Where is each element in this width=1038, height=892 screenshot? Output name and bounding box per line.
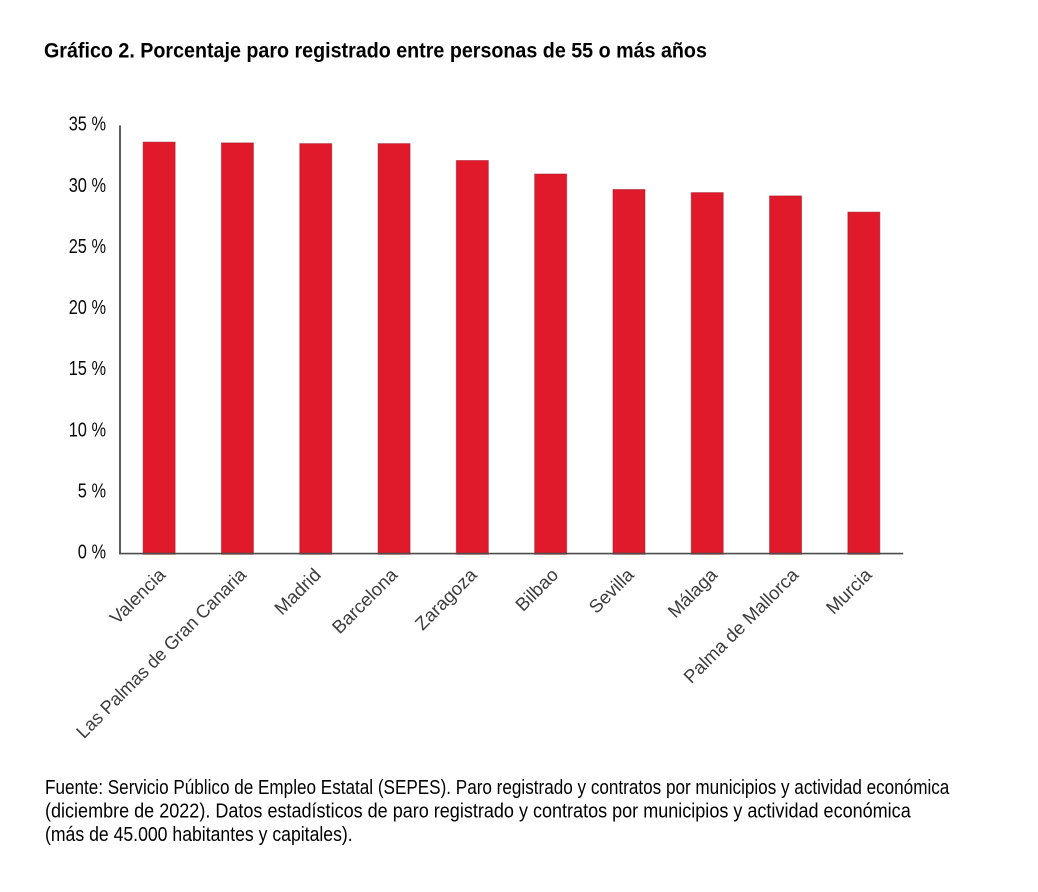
svg-text:(más de 45.000 habitantes y ca: (más de 45.000 habitantes y capitales). (45, 823, 353, 845)
svg-text:20 %: 20 % (69, 295, 106, 318)
svg-text:35 %: 35 % (69, 112, 106, 135)
svg-text:30 %: 30 % (69, 173, 106, 196)
svg-text:0 %: 0 % (78, 540, 106, 563)
svg-text:15 %: 15 % (69, 357, 106, 380)
svg-text:25 %: 25 % (69, 234, 106, 257)
svg-text:(diciembre de 2022). Datos est: (diciembre de 2022). Datos estadísticos … (45, 801, 911, 823)
svg-text:5 %: 5 % (78, 479, 106, 502)
svg-text:Gráfico 2. Porcentaje paro reg: Gráfico 2. Porcentaje paro registrado en… (44, 40, 707, 63)
svg-text:Fuente: Servicio Público de Em: Fuente: Servicio Público de Empleo Estat… (45, 776, 950, 799)
svg-text:10 %: 10 % (69, 418, 106, 441)
